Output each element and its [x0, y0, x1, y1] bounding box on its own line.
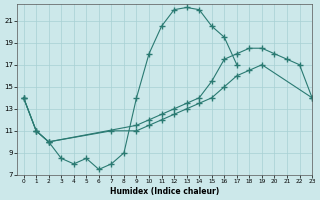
X-axis label: Humidex (Indice chaleur): Humidex (Indice chaleur)	[110, 187, 219, 196]
